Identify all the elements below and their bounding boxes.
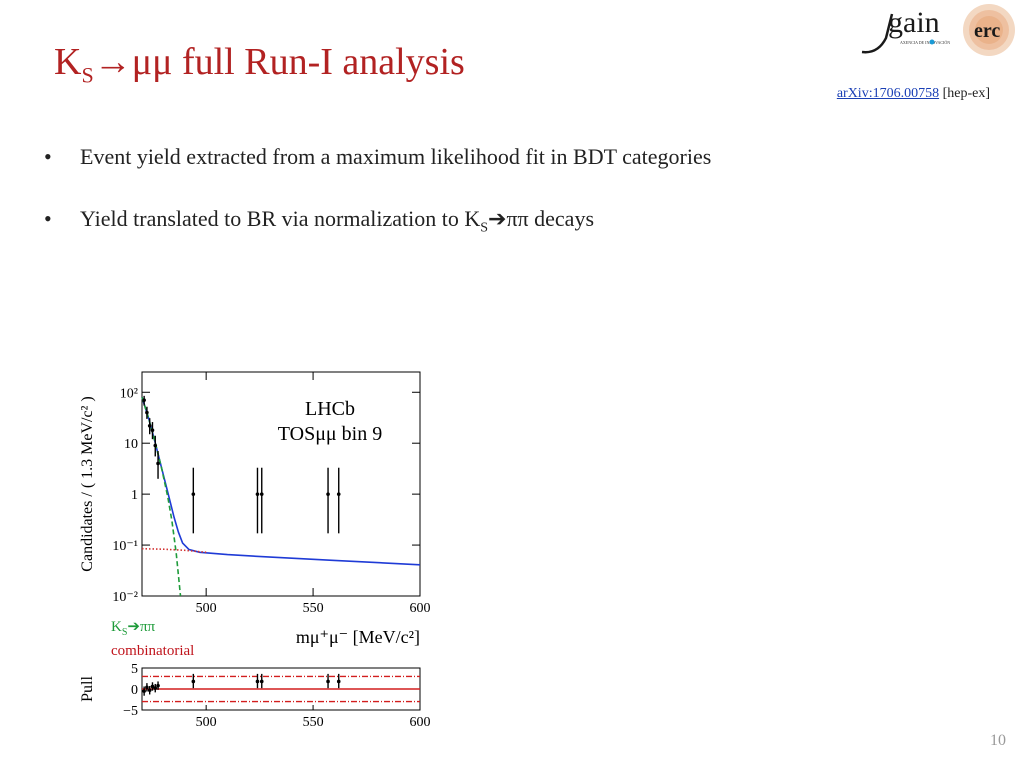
pull-point	[191, 679, 196, 684]
logo-swoosh-icon	[861, 13, 894, 54]
ref-suffix: [hep-ex]	[939, 86, 990, 101]
x-tick-label: 550	[303, 601, 324, 616]
pull-x-tick-label: 600	[410, 715, 431, 728]
erc-badge-text: erc	[974, 20, 1000, 42]
curve-ks-	[141, 396, 182, 597]
legend-ks: KS➔ππ	[111, 618, 194, 642]
data-point	[156, 461, 160, 466]
data-point	[153, 443, 158, 448]
data-point	[150, 428, 155, 432]
plot-frame	[141, 371, 421, 597]
pull-point	[145, 685, 149, 690]
fit-legend: KS➔ππ combinatorial	[111, 618, 194, 661]
pull-chart: 500 550 600 5 0 −5 Pull	[79, 662, 431, 728]
y-axis-label: Candidates / ( 1.3 MeV/c² )	[79, 396, 96, 571]
annotation-bin: TOSμμ bin 9	[278, 423, 382, 445]
data-point	[326, 492, 330, 496]
pull-point	[147, 688, 152, 693]
logo-text-gain: gain	[888, 6, 940, 39]
legend-ks-rest: ππ	[139, 619, 156, 635]
data-point	[336, 492, 341, 496]
title-k: K	[54, 41, 82, 83]
curve-combinatorial	[141, 547, 207, 554]
bullet-text: Event yield extracted from a maximum lik…	[80, 144, 712, 169]
legend-ks-k: K	[111, 619, 122, 635]
bullet-text-post: ππ decays	[506, 206, 595, 231]
y-tick-label: 1	[131, 488, 138, 503]
legend-combinatorial: combinatorial	[111, 643, 195, 659]
legend-ks-sub: S	[121, 627, 128, 638]
y-tick-label: 10⁻¹	[112, 539, 138, 554]
y-tick-label: 10⁻²	[112, 590, 138, 605]
annotation-lhcb: LHCb	[305, 398, 355, 420]
pull-y-tick-label: −5	[123, 704, 138, 719]
pull-y-label: Pull	[79, 676, 96, 702]
bullet-list: • Event yield extracted from a maximum l…	[44, 144, 711, 272]
mass-fit-chart: 500 550 600 10² 10 1 10⁻¹ 10⁻² LHCb TOSμμ bin 9…	[79, 371, 431, 647]
data-point	[191, 492, 196, 496]
bullet-text-pre: Yield translated to BR via normalization…	[80, 206, 481, 231]
logo-text-small: AXENCIA DE INNOVACIÓN	[900, 40, 950, 45]
data-point	[142, 398, 146, 402]
pull-x-tick-label: 500	[196, 715, 217, 728]
title-rest: →μμ full Run-I analysis	[93, 41, 465, 83]
pull-point	[259, 679, 264, 684]
page-number: 10	[990, 732, 1006, 749]
bullet-dot-icon: •	[44, 206, 52, 231]
pull-point	[255, 679, 260, 684]
pull-point	[156, 683, 160, 688]
gain-erc-logo: gain AXENCIA DE INNOVACIÓN erc	[861, 4, 1015, 56]
bullet-item: • Event yield extracted from a maximum l…	[44, 144, 711, 170]
data-point	[255, 492, 260, 496]
pull-point	[153, 686, 158, 690]
data-point	[145, 410, 149, 415]
y-tick-label: 10²	[120, 386, 138, 401]
pull-y-tick-label: 0	[131, 683, 138, 698]
logo-dot-icon	[929, 39, 935, 45]
title-sub: S	[81, 62, 94, 88]
pull-y-tick-label: 5	[131, 662, 138, 677]
bullet-item: • Yield translated to BR via normalizati…	[44, 206, 711, 236]
arrow-icon: ➔	[488, 206, 507, 231]
y-tick-label: 10	[124, 437, 138, 452]
pull-point	[326, 679, 330, 684]
pull-point	[150, 684, 155, 689]
data-point	[147, 423, 152, 428]
pull-x-tick-label: 550	[303, 715, 324, 728]
bullet-dot-icon: •	[44, 144, 52, 169]
data-point	[259, 492, 264, 496]
slide-title: KS→μμ full Run-I analysis	[54, 40, 465, 89]
pull-point	[142, 689, 146, 693]
x-axis-label: mμ⁺μ⁻ [MeV/c²]	[296, 627, 420, 647]
legend-arrow-icon: ➔	[127, 619, 140, 635]
pull-point	[336, 679, 341, 684]
bullet-text-sub: S	[480, 220, 488, 236]
arxiv-link[interactable]: arXiv:1706.00758	[836, 86, 940, 101]
x-tick-label: 500	[196, 601, 217, 616]
reference: arXiv:1706.00758 [hep-ex]	[837, 86, 990, 102]
x-tick-label: 600	[410, 601, 431, 616]
